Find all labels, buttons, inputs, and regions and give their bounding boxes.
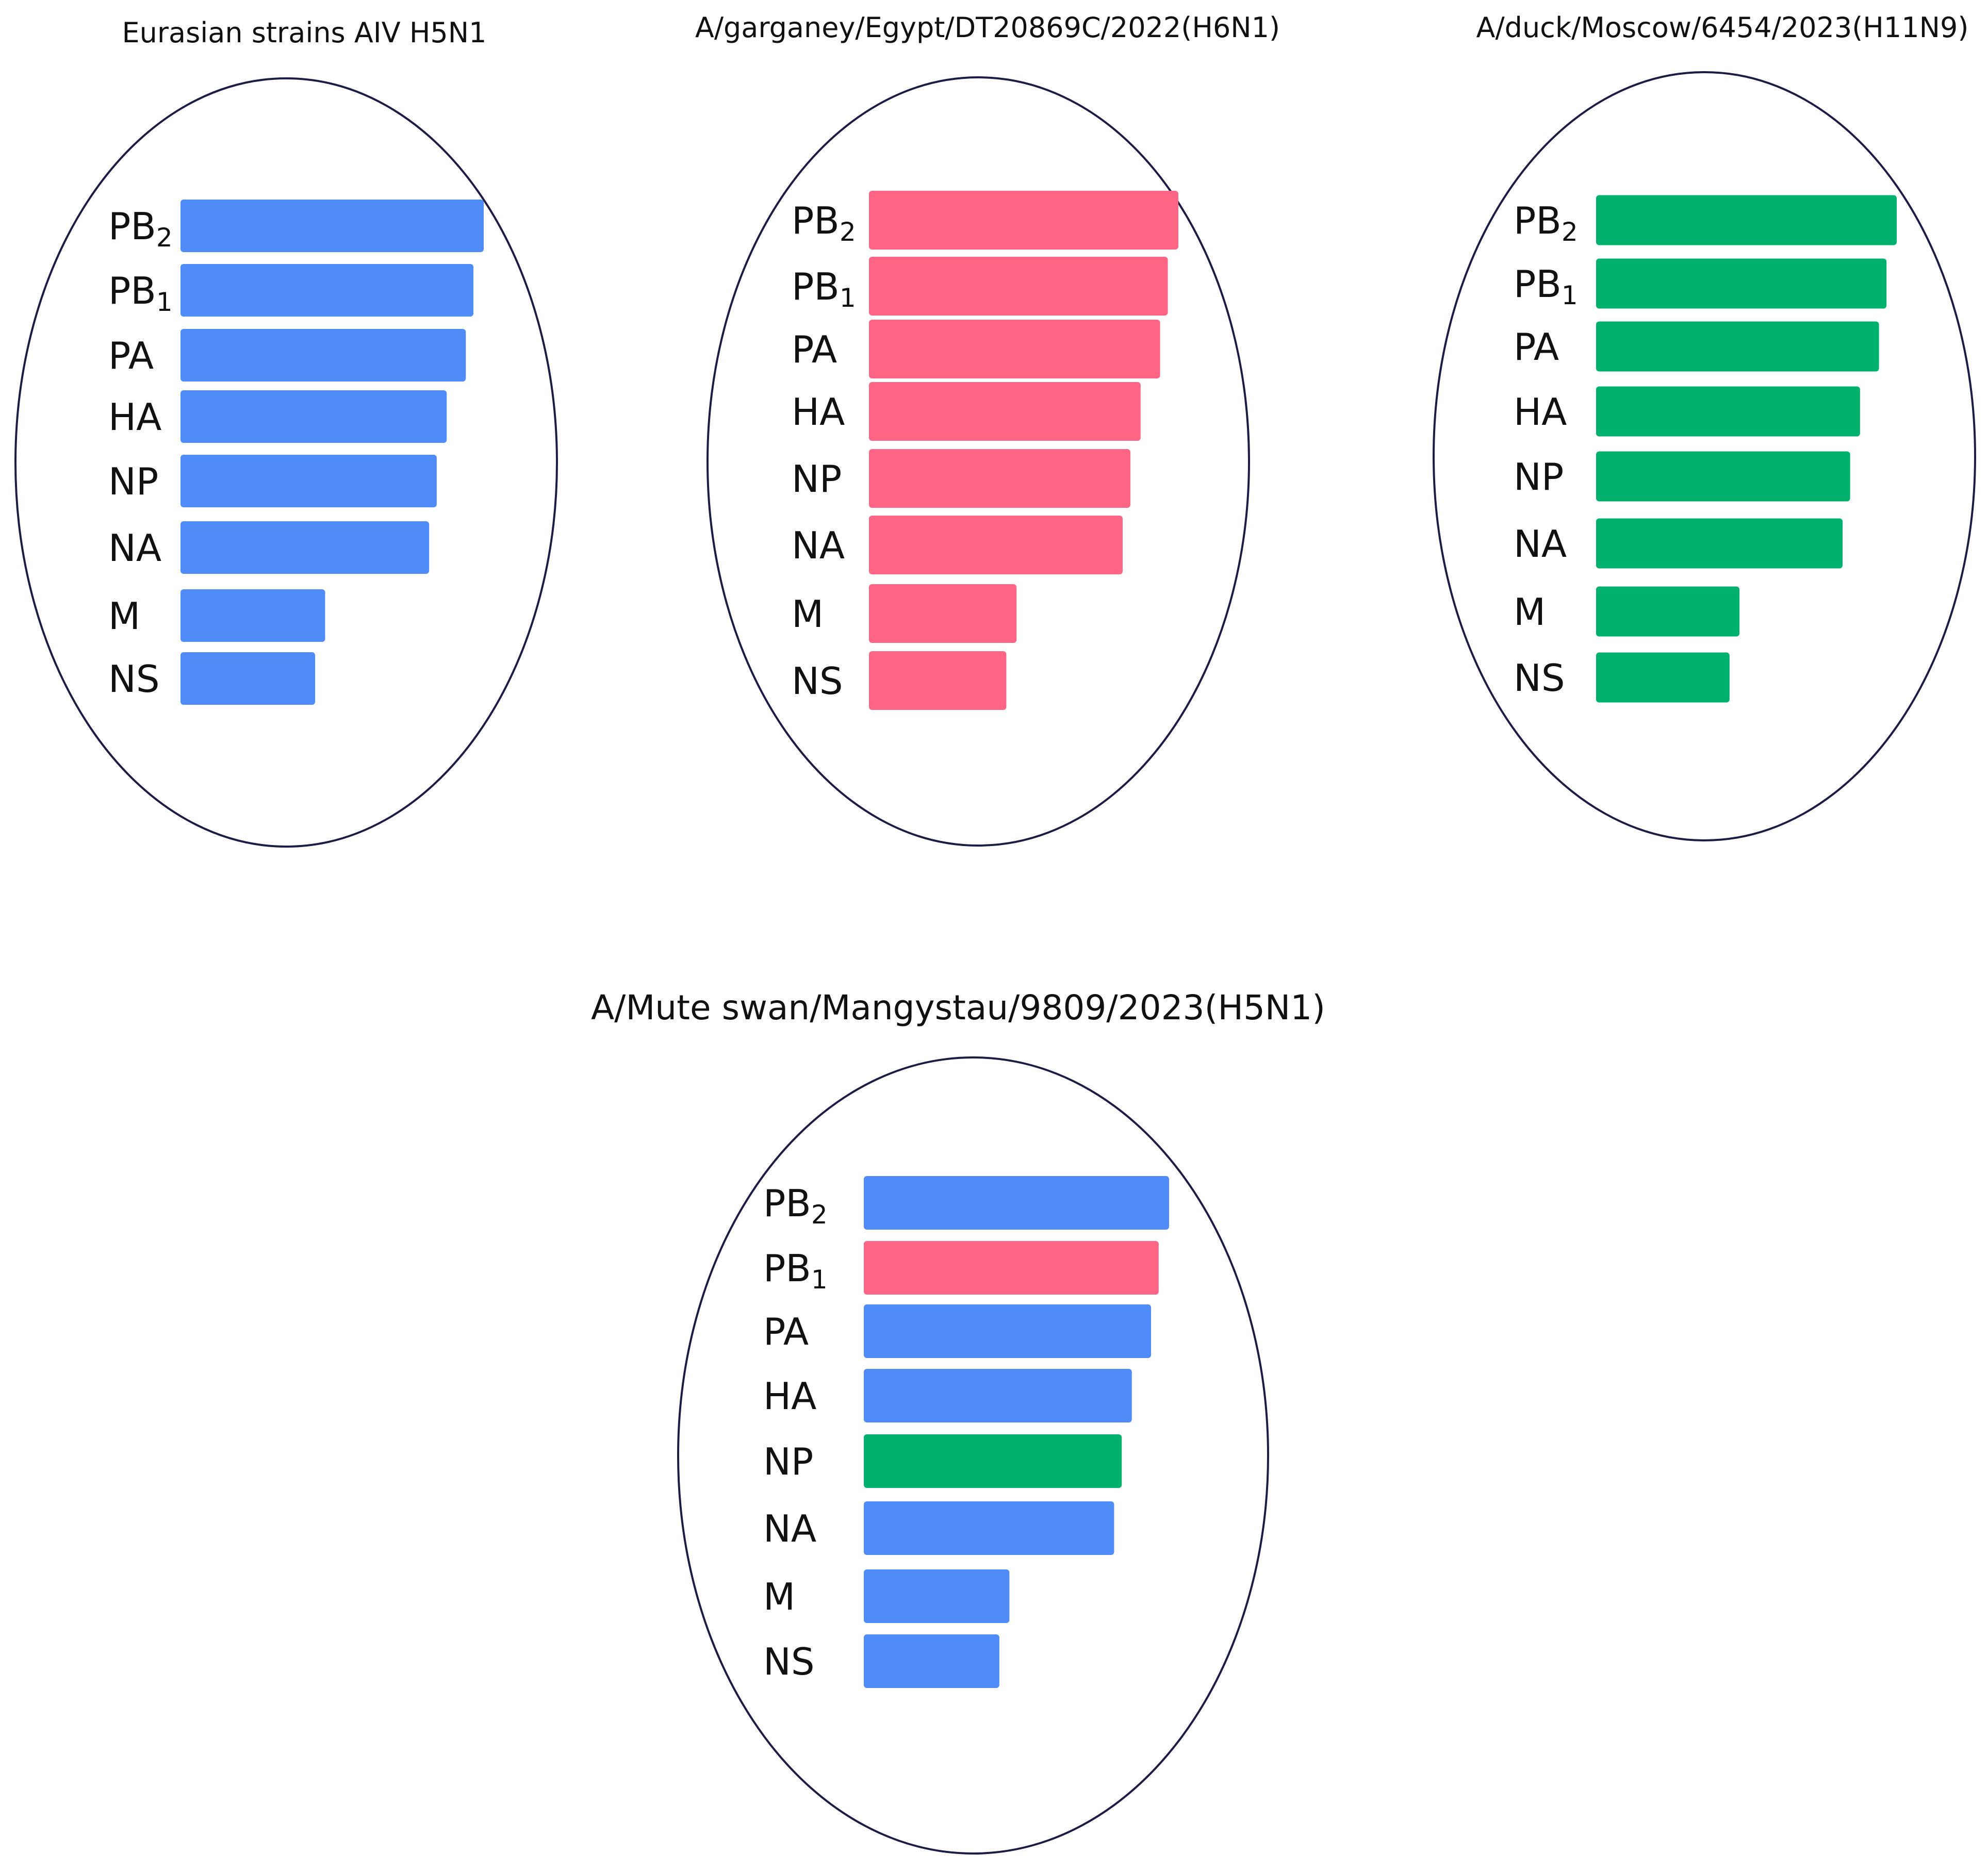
- segment-bar-np: [869, 449, 1130, 508]
- virion-outline: [707, 76, 1250, 847]
- segment-label-na: NA: [792, 524, 845, 567]
- segment-bar-pb2: [869, 191, 1178, 250]
- segment-bar-na: [1596, 518, 1843, 569]
- segment-bar-pa: [869, 320, 1160, 378]
- segment-label-np: NP: [108, 460, 158, 503]
- segment-bar-pb1: [869, 257, 1168, 316]
- segment-bar-np: [180, 455, 437, 507]
- segment-label-ha: HA: [792, 390, 845, 434]
- segment-label-ns: NS: [763, 1640, 815, 1683]
- virion-outline: [1433, 71, 1976, 841]
- segment-label-pb2: PB2: [1514, 199, 1578, 247]
- segment-label-na: NA: [108, 526, 161, 570]
- segment-bar-ha: [180, 390, 447, 443]
- segment-group: PB2 PB1 PA HA NP NA M NS: [1514, 195, 1897, 703]
- segment-bar-na: [869, 516, 1123, 574]
- segment-bar-ns: [869, 651, 1007, 710]
- segment-bar-ns: [180, 652, 316, 705]
- segment-bar-pb1: [180, 264, 474, 317]
- segment-bar-ha: [869, 382, 1141, 441]
- segment-label-ha: HA: [763, 1375, 816, 1418]
- segment-label-pb2: PB2: [108, 205, 173, 253]
- segment-group: PB2 PB1 PA HA NP NA M NS: [108, 200, 484, 705]
- segment-bar-pb2: [1596, 195, 1897, 245]
- segment-label-pb2: PB2: [763, 1182, 828, 1230]
- segment-bar-ha: [1596, 386, 1860, 437]
- segment-label-np: NP: [1514, 455, 1564, 499]
- segment-bar-na: [864, 1501, 1114, 1555]
- segment-label-pa: PA: [108, 334, 154, 377]
- segment-label-pb1: PB1: [792, 265, 856, 313]
- panel-garganey-h6n1: A/garganey/Egypt/DT20869C/2022(H6N1) PB2…: [695, 11, 1280, 847]
- segment-label-pa: PA: [1514, 325, 1559, 369]
- segment-label-np: NP: [792, 457, 842, 501]
- segment-label-m: M: [763, 1575, 795, 1618]
- panel-title: A/Mute swan/Mangystau/9809/2023(H5N1): [591, 988, 1325, 1028]
- panel-eurasian-h5n1: Eurasian strains AIV H5N1 PB2 PB1 PA HA NP NA…: [14, 16, 558, 848]
- segment-bar-ns: [864, 1634, 999, 1688]
- segment-group: PB2 PB1 PA HA NP NA M NS: [792, 191, 1178, 710]
- segment-bar-ha: [864, 1369, 1132, 1422]
- segment-label-pa: PA: [763, 1310, 809, 1353]
- segment-label-pb2: PB2: [792, 199, 856, 247]
- segment-bar-m: [869, 584, 1017, 643]
- segment-label-m: M: [1514, 590, 1546, 634]
- panel-title: Eurasian strains AIV H5N1: [122, 16, 486, 49]
- segment-label-m: M: [108, 594, 140, 638]
- segment-bar-pb2: [864, 1176, 1169, 1230]
- panel-duck-moscow-h11n9: A/duck/Moscow/6454/2023(H11N9) PB2 PB1 PA H…: [1433, 11, 1976, 841]
- segment-group: PB2 PB1 PA HA NP NA M NS: [763, 1176, 1169, 1688]
- segment-label-pb1: PB1: [108, 269, 173, 317]
- segment-label-ha: HA: [1514, 390, 1567, 434]
- panel-title: A/duck/Moscow/6454/2023(H11N9): [1476, 11, 1969, 44]
- segment-bar-m: [864, 1569, 1010, 1623]
- segment-bar-m: [1596, 586, 1740, 637]
- panel-mute-swan-h5n1: A/Mute swan/Mangystau/9809/2023(H5N1) PB…: [591, 988, 1325, 1855]
- segment-label-ns: NS: [108, 657, 160, 701]
- segment-bar-pb1: [864, 1241, 1159, 1295]
- segment-bar-np: [1596, 451, 1850, 502]
- segment-bar-pb1: [1596, 258, 1887, 309]
- segment-bar-pa: [1596, 321, 1879, 372]
- segment-bar-pa: [864, 1304, 1152, 1358]
- segment-label-ha: HA: [108, 395, 161, 439]
- segment-bar-m: [180, 589, 325, 642]
- segment-bar-na: [180, 521, 430, 574]
- segment-label-ns: NS: [1514, 656, 1565, 700]
- segment-label-na: NA: [763, 1507, 816, 1550]
- segment-label-np: NP: [763, 1440, 813, 1483]
- segment-label-pb1: PB1: [1514, 262, 1578, 310]
- virion-outline: [677, 1056, 1269, 1855]
- segment-label-m: M: [792, 592, 824, 636]
- segment-bar-pb2: [180, 200, 484, 252]
- segment-bar-ns: [1596, 652, 1730, 703]
- segment-bar-np: [864, 1434, 1122, 1488]
- segment-label-pa: PA: [792, 328, 837, 371]
- panel-title: A/garganey/Egypt/DT20869C/2022(H6N1): [695, 11, 1280, 44]
- segment-bar-pa: [180, 329, 466, 382]
- segment-label-ns: NS: [792, 659, 843, 703]
- segment-label-pb1: PB1: [763, 1247, 828, 1295]
- virion-outline: [14, 77, 558, 848]
- segment-label-na: NA: [1514, 522, 1567, 566]
